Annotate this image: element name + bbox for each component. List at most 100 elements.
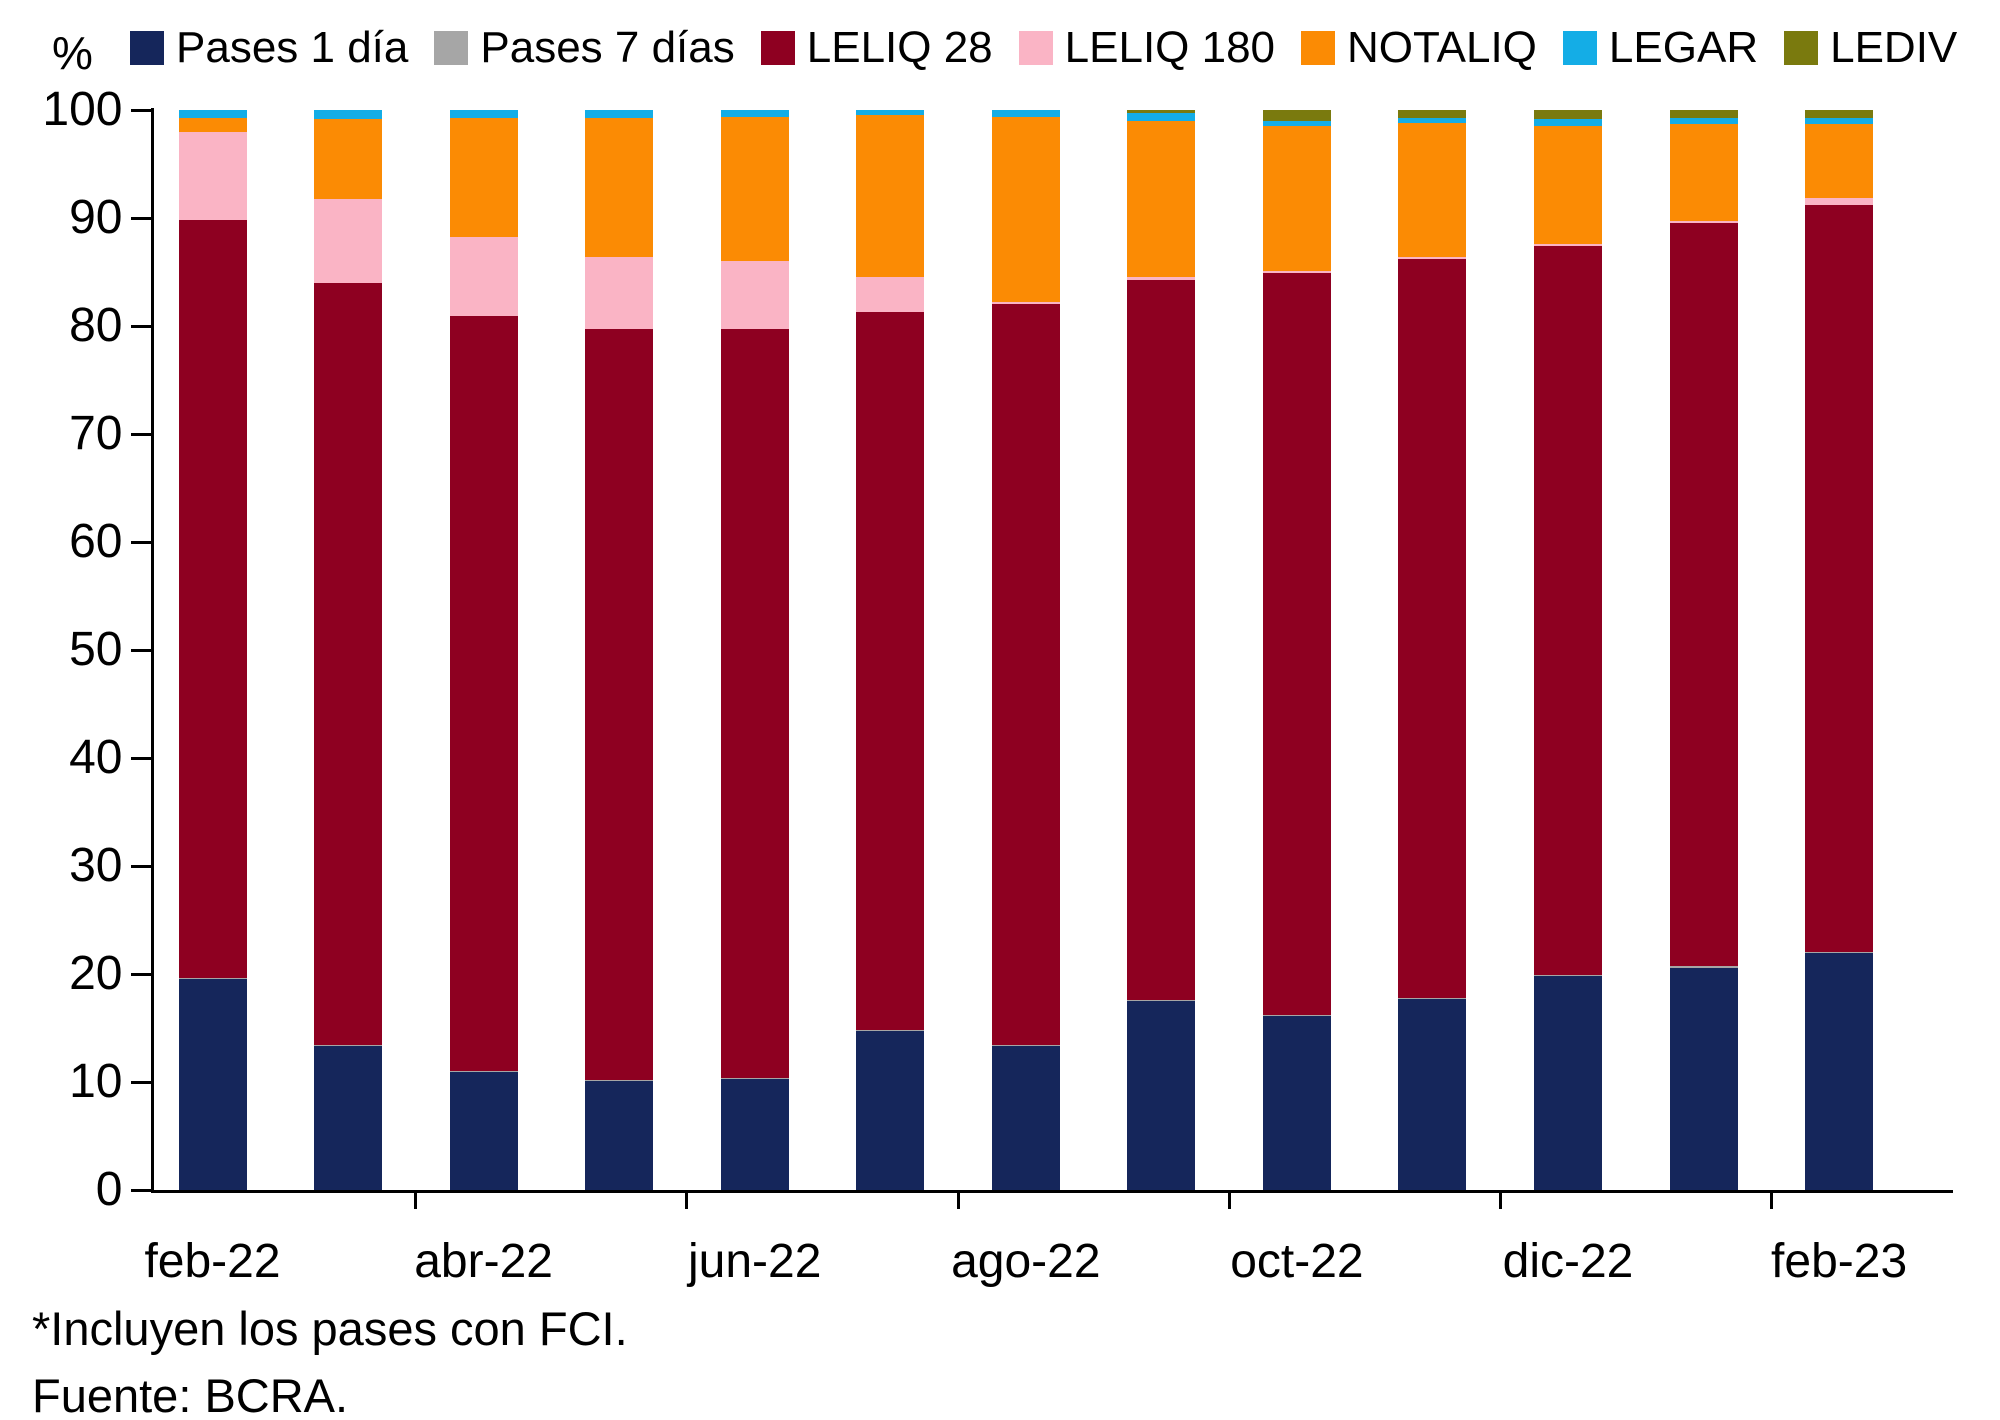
bar-feb-23	[1805, 110, 1874, 1190]
legend-swatch-pases-1-dia	[130, 31, 164, 65]
segment-pases-1-dia-abr-22	[449, 1072, 518, 1190]
bar-may-22	[585, 110, 654, 1190]
segment-leliq-28-feb-22	[178, 220, 247, 979]
segment-pases-7-dias-ago-22	[991, 1045, 1060, 1047]
bar-jun-22	[720, 110, 789, 1190]
segment-pases-7-dias-jun-22	[720, 1077, 789, 1079]
bar-nov-22	[1398, 110, 1467, 1190]
y-tick-label-0: 0	[95, 1163, 123, 1216]
legend-item-notaliq: NOTALIQ	[1301, 26, 1537, 70]
segment-notaliq-ene-23	[1669, 124, 1738, 222]
segment-pases-1-dia-may-22	[585, 1080, 654, 1190]
segment-legar-may-22	[585, 110, 654, 118]
bar-ago-22	[991, 110, 1060, 1190]
x-tick-label-feb-23: feb-23	[1771, 1235, 1908, 1288]
segment-leliq-28-ene-23	[1669, 223, 1738, 967]
bar-sep-22	[1127, 110, 1196, 1190]
y-tick-100	[130, 108, 153, 112]
legend-item-leliq-180: LELIQ 180	[1018, 26, 1275, 70]
segment-leliq-28-nov-22	[1398, 259, 1467, 998]
segment-legar-ago-22	[991, 110, 1060, 117]
x-tick-mar-22-abr-22	[414, 1193, 418, 1209]
segment-leliq-28-abr-22	[449, 316, 518, 1072]
bar-mar-22	[314, 110, 383, 1190]
segment-legar-dic-22	[1534, 118, 1602, 127]
legend-item-legar: LEGAR	[1562, 26, 1758, 70]
y-tick-40	[130, 756, 153, 760]
segment-notaliq-oct-22	[1262, 126, 1331, 271]
segment-pases-1-dia-dic-22	[1534, 976, 1602, 1190]
segment-leliq-28-jul-22	[856, 311, 925, 1031]
x-tick-may-22-jun-22	[685, 1193, 689, 1209]
segment-legar-sep-22	[1127, 113, 1196, 121]
legend-swatch-legar	[1562, 31, 1597, 65]
footnote-source: Fuente: BCRA.	[32, 1369, 349, 1420]
y-tick-label-20: 20	[69, 947, 123, 1000]
y-tick-90	[130, 216, 153, 220]
segment-lediv-dic-22	[1534, 110, 1602, 119]
x-tick-jul-22-ago-22	[956, 1193, 960, 1209]
legend-item-pases-7-dias: Pases 7 días	[434, 26, 735, 70]
segment-leliq-180-jun-22	[720, 261, 789, 330]
segment-pases-7-dias-jul-22	[856, 1030, 925, 1032]
segment-leliq-180-abr-22	[449, 237, 518, 317]
bar-feb-22	[178, 110, 247, 1190]
segment-leliq-180-oct-22	[1262, 270, 1331, 274]
segment-pases-1-dia-mar-22	[314, 1046, 383, 1190]
segment-leliq-180-may-22	[585, 256, 654, 330]
segment-leliq-180-feb-23	[1805, 197, 1874, 206]
y-tick-60	[130, 540, 153, 544]
x-tick-label-ago-22: ago-22	[951, 1235, 1101, 1288]
y-tick-label-100: 100	[42, 83, 123, 136]
legend-item-lediv: LEDIV	[1784, 26, 1957, 70]
segment-leliq-28-jun-22	[720, 329, 789, 1078]
legend-swatch-pases-7-dias	[434, 31, 469, 65]
segment-notaliq-may-22	[585, 117, 654, 257]
legend-label-lediv: LEDIV	[1830, 23, 1958, 72]
chart-legend: Pases 1 día Pases 7 días LELIQ 28 LELIQ 180…	[130, 18, 1957, 78]
y-tick-label-10: 10	[69, 1055, 123, 1108]
x-tick-label-jun-22: jun-22	[687, 1235, 822, 1288]
bar-dic-22	[1534, 110, 1602, 1190]
segment-leliq-28-oct-22	[1262, 273, 1331, 1016]
segment-leliq-180-ago-22	[991, 302, 1060, 305]
segment-pases-7-dias-sep-22	[1127, 999, 1196, 1001]
legend-label-notaliq: NOTALIQ	[1347, 23, 1537, 72]
segment-pases-1-dia-oct-22	[1262, 1016, 1331, 1190]
segment-pases-1-dia-feb-23	[1805, 953, 1874, 1190]
segment-pases-1-dia-sep-22	[1127, 1001, 1196, 1190]
legend-label-pases-1-dia: Pases 1 día	[176, 23, 409, 72]
segment-leliq-28-feb-23	[1805, 205, 1874, 953]
segment-pases-1-dia-ago-22	[991, 1046, 1060, 1190]
x-tick-label-abr-22: abr-22	[414, 1235, 553, 1288]
segment-pases-7-dias-ene-23	[1669, 966, 1738, 968]
segment-lediv-oct-22	[1262, 110, 1331, 121]
segment-pases-7-dias-feb-23	[1805, 952, 1874, 954]
segment-leliq-180-sep-22	[1127, 277, 1196, 280]
y-tick-30	[130, 864, 153, 868]
y-tick-70	[130, 432, 153, 436]
segment-pases-7-dias-nov-22	[1398, 997, 1467, 999]
bar-abr-22	[449, 110, 518, 1190]
segment-notaliq-feb-23	[1805, 124, 1874, 198]
x-tick-nov-22-dic-22	[1498, 1193, 1502, 1209]
segment-pases-7-dias-dic-22	[1534, 975, 1602, 977]
segment-leliq-180-feb-22	[178, 131, 247, 221]
segment-leliq-180-nov-22	[1398, 256, 1467, 260]
segment-leliq-180-ene-23	[1669, 221, 1738, 224]
segment-pases-1-dia-nov-22	[1398, 998, 1467, 1190]
segment-leliq-180-dic-22	[1534, 243, 1602, 247]
legend-swatch-leliq-28	[760, 31, 795, 65]
segment-notaliq-mar-22	[314, 118, 383, 199]
segment-notaliq-dic-22	[1534, 126, 1602, 244]
y-tick-label-30: 30	[69, 839, 123, 892]
segment-pases-7-dias-abr-22	[449, 1071, 518, 1073]
segment-leliq-180-mar-22	[314, 198, 383, 283]
bar-oct-22	[1262, 110, 1331, 1190]
segment-leliq-28-mar-22	[314, 282, 383, 1046]
y-tick-label-40: 40	[69, 731, 123, 784]
y-tick-10	[130, 1080, 153, 1084]
segment-pases-7-dias-oct-22	[1262, 1015, 1331, 1017]
x-tick-label-feb-22: feb-22	[144, 1235, 281, 1288]
